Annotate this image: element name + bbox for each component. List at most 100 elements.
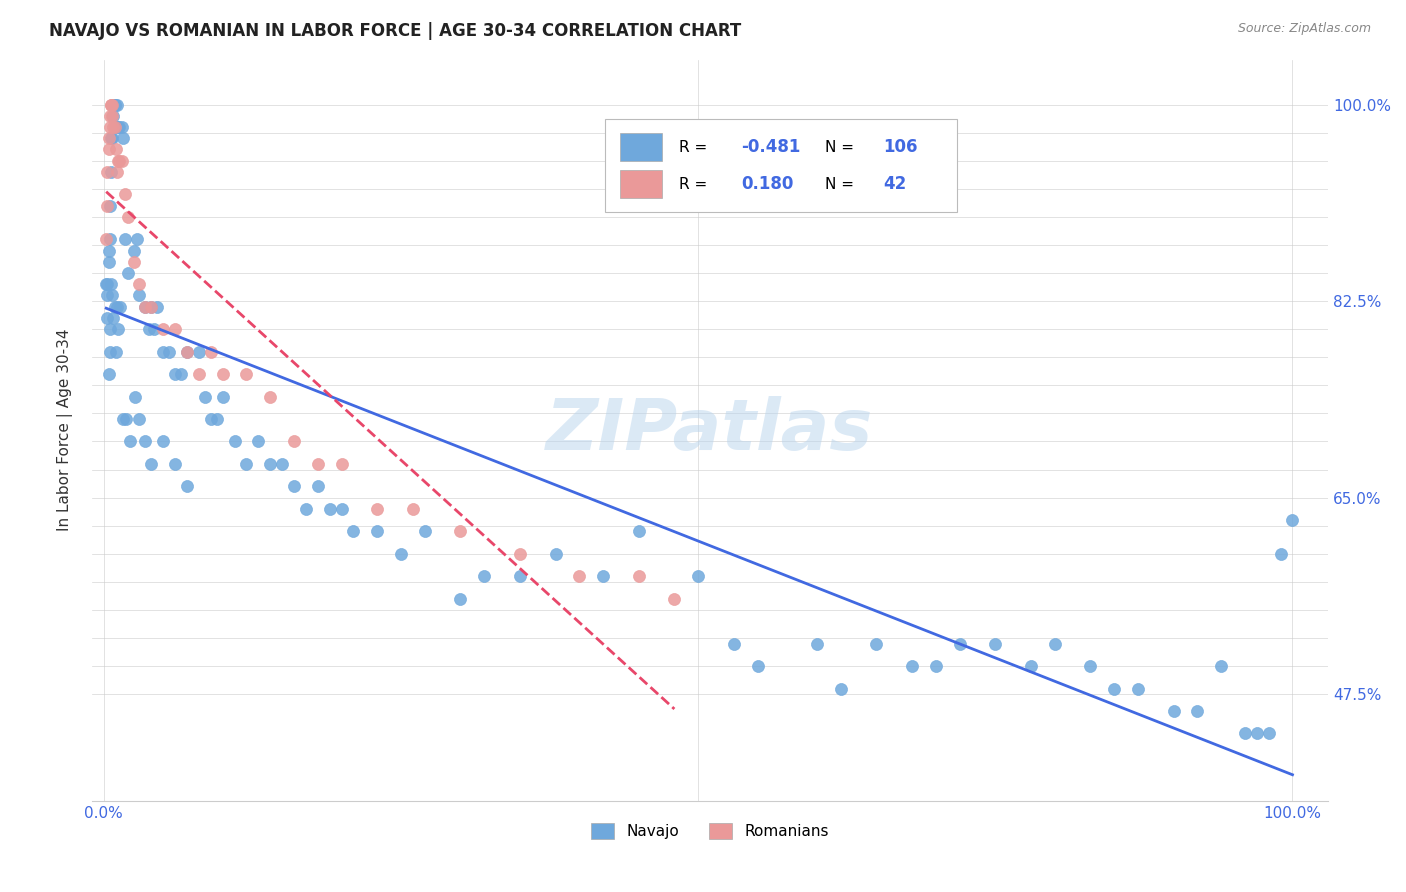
Text: N =: N = bbox=[825, 139, 853, 154]
Point bbox=[747, 659, 769, 673]
Point bbox=[108, 153, 131, 168]
Point bbox=[1080, 659, 1102, 673]
Point bbox=[111, 131, 134, 145]
Text: ZIPatlas: ZIPatlas bbox=[547, 396, 873, 465]
Point bbox=[134, 300, 156, 314]
Point bbox=[100, 277, 122, 292]
Point bbox=[97, 367, 120, 381]
Point bbox=[97, 244, 120, 258]
Point bbox=[146, 300, 169, 314]
Point bbox=[157, 344, 180, 359]
FancyBboxPatch shape bbox=[605, 119, 957, 211]
Point bbox=[1257, 726, 1279, 740]
Point bbox=[1019, 659, 1042, 673]
Point bbox=[165, 367, 187, 381]
Point bbox=[205, 412, 228, 426]
Point bbox=[165, 457, 187, 471]
Point bbox=[104, 120, 127, 134]
Point bbox=[98, 120, 121, 134]
Point bbox=[122, 244, 145, 258]
Text: 106: 106 bbox=[883, 138, 918, 156]
Point bbox=[111, 153, 134, 168]
Point bbox=[271, 457, 294, 471]
Point bbox=[105, 165, 128, 179]
Point bbox=[152, 322, 174, 336]
Point bbox=[544, 547, 567, 561]
Point bbox=[627, 524, 650, 539]
Point bbox=[283, 434, 305, 449]
Point bbox=[200, 344, 222, 359]
Point bbox=[98, 232, 121, 246]
Point bbox=[449, 591, 471, 606]
Point bbox=[307, 457, 329, 471]
Point bbox=[97, 131, 120, 145]
Point bbox=[114, 232, 136, 246]
Point bbox=[134, 434, 156, 449]
Point bbox=[103, 310, 125, 325]
Point bbox=[925, 659, 948, 673]
Point bbox=[117, 210, 139, 224]
Point bbox=[128, 288, 150, 302]
Point bbox=[723, 637, 745, 651]
Y-axis label: In Labor Force | Age 30-34: In Labor Force | Age 30-34 bbox=[58, 329, 73, 532]
Point bbox=[1246, 726, 1268, 740]
Point bbox=[96, 288, 118, 302]
Point bbox=[170, 367, 193, 381]
Point bbox=[117, 266, 139, 280]
Point bbox=[103, 97, 125, 112]
Point bbox=[108, 120, 131, 134]
Point bbox=[1281, 513, 1303, 527]
Point bbox=[211, 367, 233, 381]
Point bbox=[114, 187, 136, 202]
Point bbox=[307, 479, 329, 493]
Point bbox=[103, 97, 125, 112]
Point bbox=[1211, 659, 1233, 673]
FancyBboxPatch shape bbox=[620, 133, 662, 161]
Point bbox=[1187, 704, 1209, 718]
Point bbox=[200, 412, 222, 426]
Point bbox=[111, 120, 134, 134]
Point bbox=[402, 501, 425, 516]
Point bbox=[103, 120, 125, 134]
Text: Source: ZipAtlas.com: Source: ZipAtlas.com bbox=[1237, 22, 1371, 36]
Point bbox=[1233, 726, 1256, 740]
Point bbox=[187, 367, 209, 381]
Point bbox=[142, 322, 165, 336]
Point bbox=[949, 637, 972, 651]
Point bbox=[830, 681, 852, 696]
Point bbox=[295, 501, 318, 516]
Point bbox=[98, 344, 121, 359]
Point bbox=[259, 457, 281, 471]
Point bbox=[98, 199, 121, 213]
Point bbox=[224, 434, 246, 449]
Point bbox=[176, 479, 198, 493]
Point bbox=[97, 254, 120, 268]
Text: NAVAJO VS ROMANIAN IN LABOR FORCE | AGE 30-34 CORRELATION CHART: NAVAJO VS ROMANIAN IN LABOR FORCE | AGE … bbox=[49, 22, 741, 40]
Point bbox=[152, 434, 174, 449]
Point bbox=[664, 591, 686, 606]
Text: 0.180: 0.180 bbox=[741, 175, 793, 194]
Point bbox=[122, 254, 145, 268]
Point bbox=[100, 97, 122, 112]
Point bbox=[101, 131, 124, 145]
Point bbox=[176, 344, 198, 359]
Point bbox=[627, 569, 650, 583]
Point bbox=[259, 390, 281, 404]
Point bbox=[128, 277, 150, 292]
Point bbox=[449, 524, 471, 539]
Text: N =: N = bbox=[825, 177, 853, 192]
Point bbox=[110, 300, 132, 314]
Text: -0.481: -0.481 bbox=[741, 138, 800, 156]
Point bbox=[342, 524, 364, 539]
Point bbox=[806, 637, 828, 651]
Point bbox=[235, 367, 257, 381]
Point bbox=[366, 524, 388, 539]
Point bbox=[568, 569, 591, 583]
Point bbox=[98, 109, 121, 123]
Point bbox=[101, 97, 124, 112]
Point bbox=[96, 310, 118, 325]
Point bbox=[413, 524, 436, 539]
Point bbox=[141, 300, 163, 314]
Point bbox=[101, 109, 124, 123]
Point bbox=[96, 232, 118, 246]
